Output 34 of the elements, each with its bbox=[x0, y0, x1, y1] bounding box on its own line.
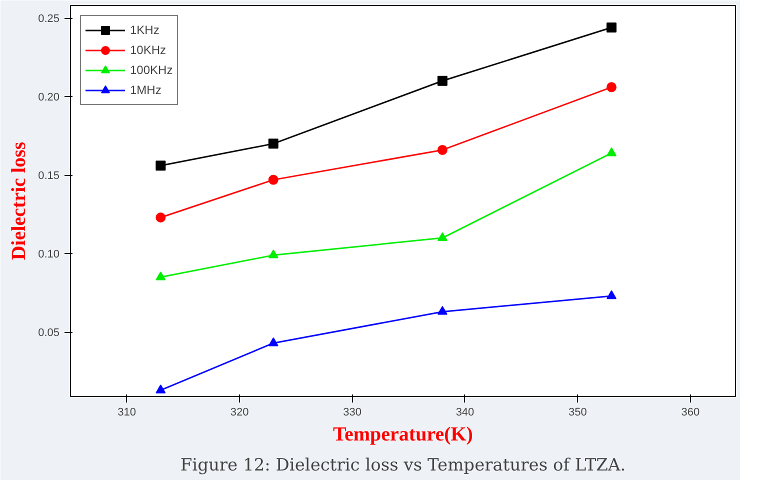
y-axis-title: Dielectric loss bbox=[8, 142, 30, 260]
y-tick-label: 0.25 bbox=[38, 13, 60, 26]
y-tick-label: 0.15 bbox=[38, 170, 60, 182]
legend-label: 1MHz bbox=[130, 83, 162, 97]
point bbox=[606, 22, 617, 32]
point bbox=[606, 82, 617, 92]
point bbox=[156, 160, 166, 171]
point bbox=[268, 337, 278, 346]
point bbox=[156, 271, 166, 280]
point bbox=[268, 138, 278, 149]
point bbox=[268, 174, 278, 185]
x-tick-label: 350 bbox=[568, 406, 587, 418]
y-tick-label: 0.20 bbox=[38, 92, 60, 104]
x-tick-label: 360 bbox=[681, 406, 700, 418]
x-tick-label: 320 bbox=[230, 406, 249, 418]
point bbox=[437, 306, 448, 315]
point bbox=[156, 384, 166, 394]
point bbox=[606, 290, 617, 300]
y-tick-label: 0.05 bbox=[38, 327, 60, 340]
point bbox=[437, 232, 448, 241]
x-tick-label: 310 bbox=[118, 406, 136, 418]
x-tick-label: 340 bbox=[456, 406, 474, 418]
y-tick-label: 0.10 bbox=[38, 248, 60, 261]
x-axis-title: Temperature(K) bbox=[333, 424, 473, 446]
point bbox=[606, 147, 617, 156]
legend-label: 1KHz bbox=[130, 23, 160, 37]
point bbox=[437, 76, 448, 86]
legend-label: 100KHz bbox=[130, 63, 173, 77]
point bbox=[156, 212, 166, 222]
point bbox=[437, 144, 448, 155]
legend-label: 10KHz bbox=[130, 43, 166, 57]
caption: Figure 12: Dielectric loss vs Temperatures of LTZA. bbox=[180, 456, 626, 476]
point bbox=[268, 249, 278, 258]
x-tick-label: 330 bbox=[343, 406, 362, 418]
